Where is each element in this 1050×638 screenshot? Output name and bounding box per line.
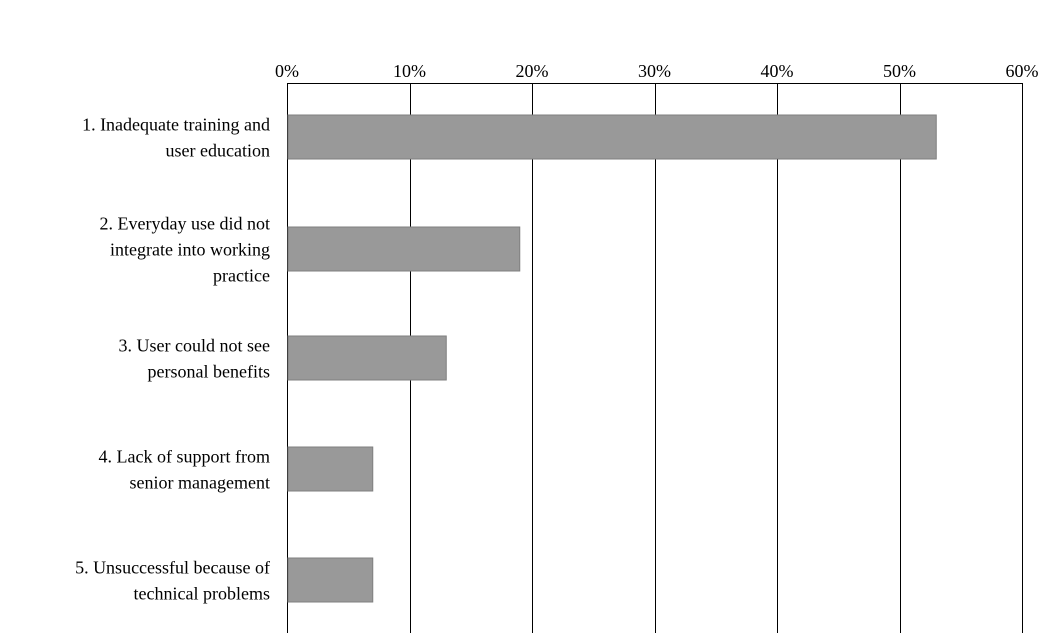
category-label-line: 3. User could not see [119,335,270,355]
category-label-line: 4. Lack of support from [99,446,270,466]
category-label-line: practice [213,265,270,285]
x-tick-labels: 0% 10% 20% 30% 40% 50% 60% [275,61,1039,81]
x-tick-label: 60% [1006,61,1039,81]
bar-2 [287,226,521,272]
bars-layer [287,114,937,603]
category-label-5: 5. Unsuccessful because of technical prob… [75,557,270,603]
category-label-4: 4. Lack of support from senior management [99,446,270,492]
category-label-3: 3. User could not see personal benefits [119,335,270,381]
x-tick-label: 50% [883,61,916,81]
x-tick-label: 10% [393,61,426,81]
x-tick-label: 20% [516,61,549,81]
category-labels: 1. Inadequate training and user education… [75,114,270,603]
x-tick-label: 40% [761,61,794,81]
category-label-line: 1. Inadequate training and [82,114,270,134]
x-tick-label: 30% [638,61,671,81]
bar-1 [287,114,937,160]
category-label-line: 2. Everyday use did not [100,213,270,233]
category-label-1: 1. Inadequate training and user education [82,114,270,160]
category-label-line: user education [166,140,270,160]
x-tick-label: 0% [275,61,299,81]
grid-layer [287,83,1023,633]
category-label-2: 2. Everyday use did not integrate into wo… [100,213,270,285]
category-label-line: integrate into working [110,239,270,259]
bar-5 [287,557,374,603]
category-label-line: technical problems [134,583,270,603]
bar-4 [287,446,374,492]
category-label-line: personal benefits [148,361,270,381]
bar-3 [287,335,447,381]
category-label-line: 5. Unsuccessful because of [75,557,270,577]
category-label-line: senior management [130,472,270,492]
